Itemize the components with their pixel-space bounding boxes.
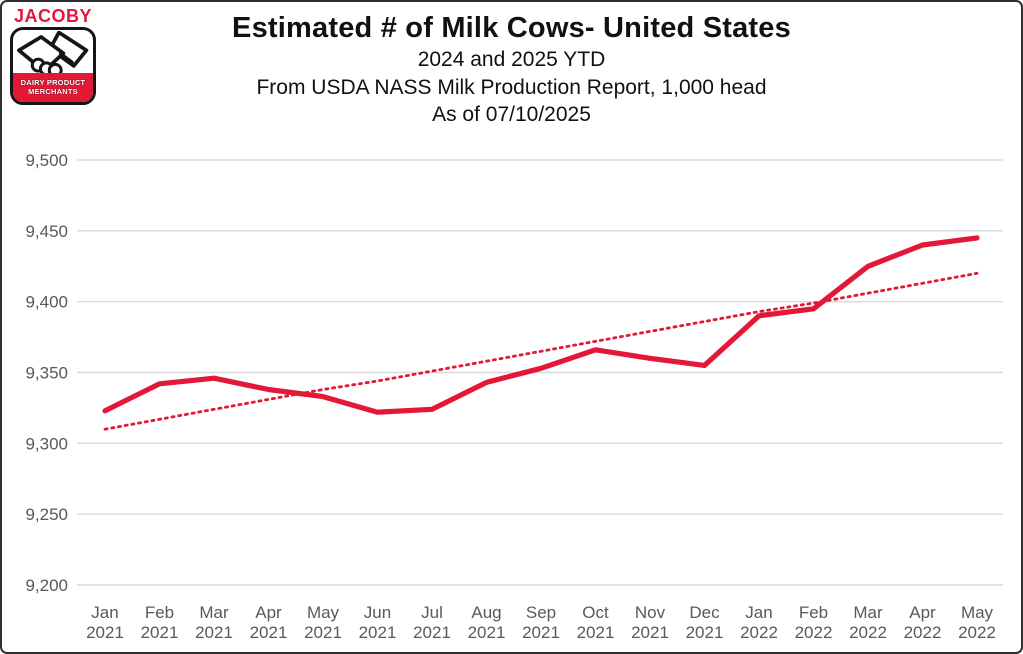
x-axis-label-month: May	[961, 603, 994, 622]
x-axis-label-month: Feb	[799, 603, 828, 622]
banner-line1: DAIRY PRODUCT	[20, 78, 86, 87]
jacoby-logo: JACOBY DAIRY PRODUCT MERCHANTS	[9, 7, 97, 105]
x-axis-label-month: May	[307, 603, 340, 622]
x-axis-label-year: 2022	[849, 623, 887, 642]
x-axis-label-year: 2021	[195, 623, 233, 642]
x-axis-label-year: 2021	[359, 623, 397, 642]
x-axis-label-year: 2022	[795, 623, 833, 642]
x-axis-label-year: 2021	[304, 623, 342, 642]
x-axis-label-year: 2021	[86, 623, 124, 642]
x-axis-label-year: 2022	[958, 623, 996, 642]
x-axis-label-year: 2021	[413, 623, 451, 642]
x-axis-label-month: Nov	[635, 603, 666, 622]
x-axis-label-year: 2021	[468, 623, 506, 642]
x-axis-label-month: Jun	[364, 603, 391, 622]
chart-header: Estimated # of Milk Cows- United States …	[2, 10, 1021, 129]
x-axis-label-year: 2021	[631, 623, 669, 642]
x-axis-label-month: Jan	[745, 603, 772, 622]
jacoby-brand-text: JACOBY	[13, 6, 92, 26]
x-axis-label-month: Dec	[689, 603, 720, 622]
y-axis-tick: 9,400	[25, 293, 68, 312]
x-axis-label-month: Aug	[471, 603, 501, 622]
x-axis-label-month: Sep	[526, 603, 556, 622]
jacoby-logo-banner: DAIRY PRODUCT MERCHANTS	[13, 73, 93, 102]
handshake-icon	[17, 31, 89, 77]
x-axis-label-month: Feb	[145, 603, 174, 622]
x-axis-label-month: Mar	[853, 603, 883, 622]
x-axis-label-year: 2022	[740, 623, 778, 642]
x-axis-label-year: 2021	[577, 623, 615, 642]
y-axis-tick: 9,350	[25, 364, 68, 383]
x-axis-label-month: Mar	[199, 603, 229, 622]
x-axis-label-year: 2021	[141, 623, 179, 642]
x-axis-label-month: Apr	[255, 603, 282, 622]
x-axis-label-year: 2021	[522, 623, 560, 642]
page-title: Estimated # of Milk Cows- United States	[232, 12, 791, 44]
subtitle-asof: As of 07/10/2025	[432, 103, 591, 126]
subtitle-source: From USDA NASS Milk Production Report, 1…	[256, 75, 767, 99]
milk-cows-line	[102, 235, 980, 415]
x-axis-label-month: Jan	[91, 603, 118, 622]
x-axis-label-month: Oct	[582, 603, 609, 622]
x-axis-label-year: 2021	[686, 623, 724, 642]
y-axis-tick: 9,250	[25, 505, 68, 524]
banner-line2: MERCHANTS	[28, 86, 78, 96]
x-axis-label-year: 2022	[904, 623, 942, 642]
subtitle-period: 2024 and 2025 YTD	[417, 48, 606, 71]
x-axis-label-year: 2021	[250, 623, 288, 642]
y-axis-tick: 9,300	[25, 434, 68, 453]
x-axis-label-month: Apr	[909, 603, 936, 622]
trend-line	[103, 271, 979, 431]
jacoby-logo-box: DAIRY PRODUCT MERCHANTS	[10, 27, 96, 105]
y-axis-tick: 9,200	[25, 576, 68, 595]
y-axis-tick: 9,450	[25, 222, 68, 241]
y-axis-tick: 9,500	[25, 151, 68, 170]
x-axis-label-month: Jul	[421, 603, 443, 622]
